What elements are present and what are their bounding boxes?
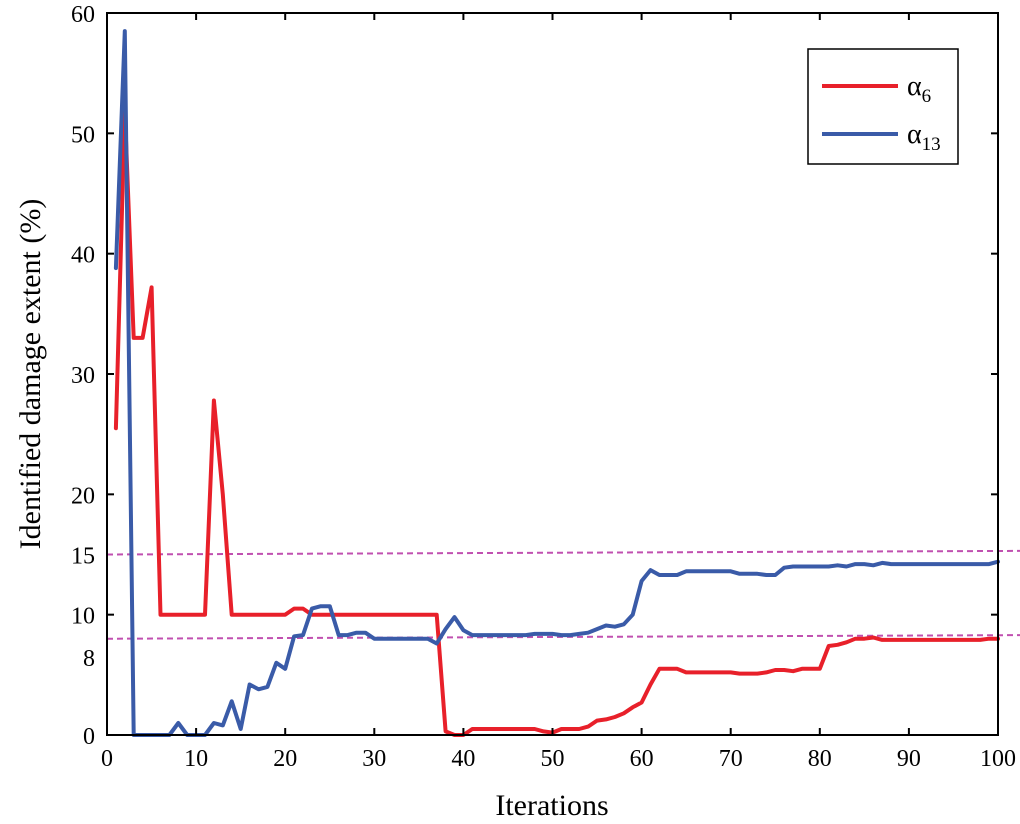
x-tick-label: 100 [980, 746, 1016, 772]
y-tick-label: 40 [71, 243, 95, 269]
y-tick-label: 20 [71, 483, 95, 509]
y-tick-label: 60 [71, 2, 95, 28]
axis-ticks [106, 12, 999, 736]
x-tick-label: 20 [273, 746, 297, 772]
x-tick-label: 80 [808, 746, 832, 772]
y-tick-label: 30 [71, 363, 95, 389]
x-tick-label: 30 [362, 746, 386, 772]
axis-tick-labels: 0 10 20 30 40 50 60 70 80 90 100 0 10 20 30 40 50 60 8 15 [71, 2, 1016, 772]
series-layer [113, 29, 1000, 737]
y-tick-label: 0 [83, 724, 95, 750]
legend: α6 α13 [807, 48, 959, 165]
legend-label-alpha-13: α13 [907, 119, 941, 155]
x-tick-label: 50 [541, 746, 565, 772]
x-tick-label: 10 [184, 746, 208, 772]
y-tick-label: 50 [71, 122, 95, 148]
x-axis-label: Iterations [495, 789, 608, 822]
reference-line [106, 549, 1020, 556]
x-tick-label: 0 [101, 746, 113, 772]
series-line-alpha-13 [113, 29, 1000, 737]
legend-label-alpha-6: α6 [907, 71, 931, 107]
x-tick-label: 70 [719, 746, 743, 772]
x-tick-label: 60 [630, 746, 654, 772]
legend-box [807, 48, 959, 165]
reference-lines [106, 549, 1020, 640]
reference-line [106, 634, 1020, 640]
series-line-alpha-6 [113, 107, 1000, 737]
x-tick-label: 40 [451, 746, 475, 772]
y-tick-label-extra: 8 [83, 646, 95, 672]
y-tick-label-extra: 15 [71, 544, 95, 570]
y-axis-label: Identified damage extent (%) [14, 199, 47, 550]
x-tick-label: 90 [897, 746, 921, 772]
y-tick-label: 10 [71, 604, 95, 630]
